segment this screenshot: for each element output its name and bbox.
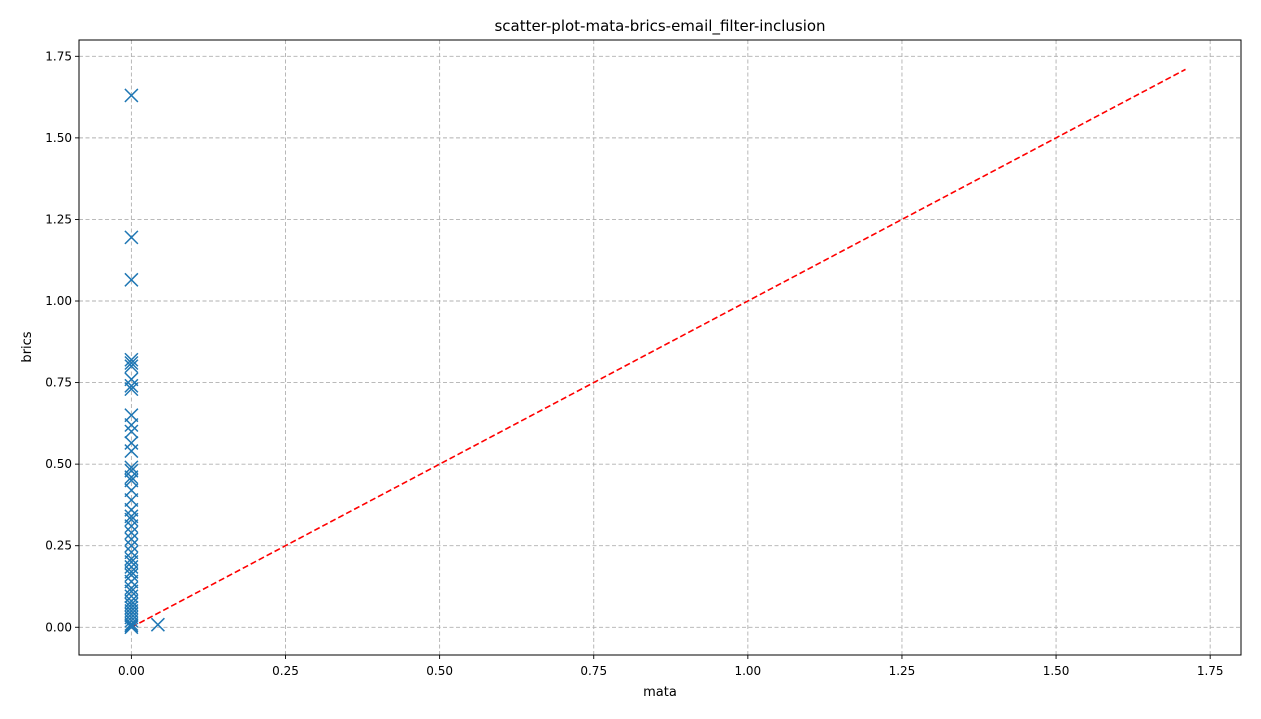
data-point: [124, 417, 139, 433]
data-point: [124, 519, 139, 534]
chart-title: scatter-plot-mata-brics-email_filter-inc…: [494, 17, 825, 36]
data-point: [124, 378, 139, 393]
data-point: [124, 594, 139, 609]
grid-lines: [79, 40, 1241, 655]
y-tick-label: 1.50: [45, 131, 72, 145]
data-point: [124, 554, 139, 570]
data-point: [124, 382, 139, 397]
data-point: [124, 584, 139, 599]
x-tick-label: 0.00: [118, 664, 145, 678]
plot-frame: [78, 39, 1242, 656]
data-point: [124, 620, 139, 635]
data-point: [124, 564, 139, 579]
data-point: [124, 568, 139, 583]
y-tick-label: 1.75: [45, 49, 72, 63]
data-point: [124, 616, 139, 632]
data-point: [124, 597, 139, 612]
y-tick-label: 1.25: [45, 212, 72, 226]
data-point: [124, 460, 139, 475]
data-point: [124, 545, 139, 560]
axis-ticks: 0.00 0.25 0.50 0.75 1.00 1.25 1.50 1.75 0.00 0.25…: [45, 49, 1223, 678]
data-point: [150, 617, 165, 632]
data-point: [124, 613, 139, 628]
data-point: [124, 272, 139, 287]
data-point: [124, 532, 139, 547]
data-point: [124, 502, 139, 517]
data-point: [124, 525, 139, 540]
y-tick-label: 1.00: [45, 294, 72, 308]
data-point: [124, 444, 139, 459]
data-point: [124, 618, 139, 633]
data-point: [124, 574, 139, 589]
data-points: [124, 88, 165, 635]
x-tick-label: 0.50: [426, 664, 453, 678]
x-tick-label: 1.25: [889, 664, 916, 678]
data-point: [124, 603, 139, 618]
data-point: [124, 359, 139, 374]
data-point: [124, 600, 139, 615]
data-point: [124, 473, 139, 488]
x-tick-label: 1.50: [1043, 664, 1070, 678]
data-point: [124, 352, 139, 367]
data-point: [124, 424, 139, 439]
y-tick-label: 0.75: [45, 376, 72, 390]
data-point: [124, 492, 139, 508]
data-point: [124, 538, 139, 553]
x-tick-label: 0.25: [272, 664, 299, 678]
data-point: [124, 355, 139, 371]
data-point: [124, 88, 139, 103]
data-point: [124, 483, 139, 498]
x-axis-label: mata: [643, 685, 677, 700]
reference-line-layer: [131, 68, 1186, 628]
data-point: [124, 408, 139, 423]
reference-line: [131, 68, 1186, 628]
data-point: [124, 230, 139, 245]
y-tick-label: 0.25: [45, 539, 72, 553]
data-point: [124, 607, 139, 622]
x-tick-label: 1.75: [1197, 664, 1224, 678]
data-point: [124, 470, 139, 485]
y-axis-label: brics: [20, 331, 35, 362]
y-tick-label: 0.50: [45, 457, 72, 471]
x-tick-label: 1.00: [734, 664, 761, 678]
y-tick-label: 0.00: [45, 620, 72, 634]
x-tick-label: 0.75: [580, 664, 607, 678]
data-point: [124, 463, 139, 478]
data-point: [124, 509, 139, 524]
data-point: [124, 512, 139, 527]
data-point: [124, 372, 139, 387]
